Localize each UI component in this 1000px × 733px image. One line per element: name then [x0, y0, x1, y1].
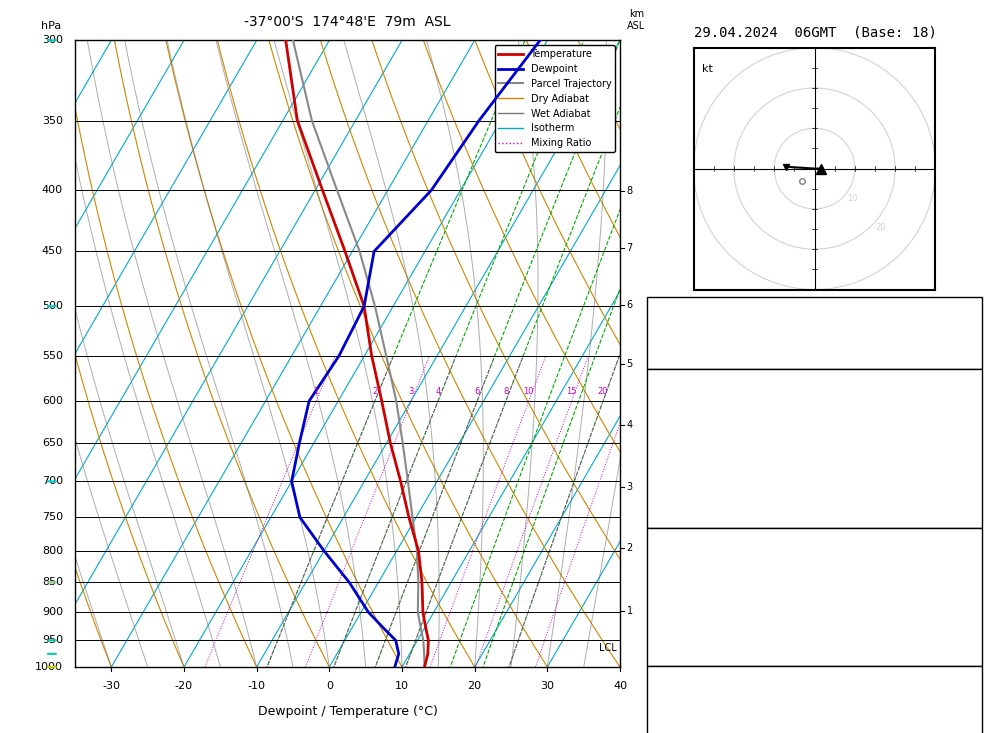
- Text: 20: 20: [876, 223, 886, 232]
- Text: -20: -20: [175, 681, 193, 690]
- Text: K: K: [652, 305, 659, 315]
- Text: 0: 0: [326, 681, 333, 690]
- Text: 750: 750: [42, 512, 63, 523]
- Text: 20: 20: [468, 681, 482, 690]
- Text: θε(K): θε(K): [652, 441, 686, 451]
- Text: 2: 2: [627, 543, 633, 553]
- Text: © weatheronline.co.uk: © weatheronline.co.uk: [744, 714, 886, 724]
- Text: Most Unstable: Most Unstable: [771, 534, 858, 545]
- Text: 850: 850: [42, 578, 63, 587]
- Text: 1.37: 1.37: [882, 349, 908, 359]
- Text: 12: 12: [882, 644, 895, 655]
- Text: θε (K): θε (K): [652, 578, 692, 589]
- Text: Dewpoint / Temperature (°C): Dewpoint / Temperature (°C): [258, 704, 437, 718]
- Text: 13.1: 13.1: [882, 397, 908, 407]
- Text: -37°00'S  174°48'E  79m  ASL: -37°00'S 174°48'E 79m ASL: [244, 15, 451, 29]
- Text: 3: 3: [409, 387, 414, 396]
- Text: 9: 9: [882, 419, 888, 429]
- Text: hPa: hPa: [41, 21, 61, 31]
- Text: 400: 400: [42, 185, 63, 195]
- Text: 10: 10: [523, 387, 534, 396]
- Text: Hodograph: Hodograph: [784, 672, 845, 682]
- Text: 700: 700: [42, 476, 63, 487]
- Text: 800: 800: [42, 546, 63, 556]
- Text: CAPE (J): CAPE (J): [652, 485, 706, 495]
- Text: 10: 10: [847, 194, 858, 203]
- Text: Temp (°C): Temp (°C): [652, 397, 713, 407]
- Text: kt: kt: [702, 64, 712, 74]
- Text: CIN (J): CIN (J): [652, 644, 699, 655]
- Text: -10: -10: [248, 681, 266, 690]
- Text: 650: 650: [42, 438, 63, 448]
- Text: -23: -23: [882, 694, 902, 704]
- Text: EH: EH: [652, 694, 666, 704]
- Text: CIN (J): CIN (J): [652, 507, 699, 517]
- Text: 29.04.2024  06GMT  (Base: 18): 29.04.2024 06GMT (Base: 18): [694, 26, 936, 40]
- Text: 305: 305: [882, 578, 902, 589]
- Text: 40: 40: [613, 681, 627, 690]
- Text: 975: 975: [882, 556, 902, 567]
- Text: 350: 350: [42, 116, 63, 125]
- Text: 1000: 1000: [35, 662, 63, 672]
- Text: Pressure (mb): Pressure (mb): [652, 556, 740, 567]
- Text: Surface: Surface: [791, 375, 838, 385]
- Text: CAPE (J): CAPE (J): [652, 622, 706, 633]
- Text: 950: 950: [42, 636, 63, 645]
- Text: 2: 2: [372, 387, 377, 396]
- Text: 4: 4: [627, 420, 633, 430]
- Text: 450: 450: [42, 246, 63, 257]
- Text: -18: -18: [882, 716, 902, 726]
- Text: 5: 5: [627, 359, 633, 369]
- Text: 3: 3: [627, 482, 633, 492]
- Text: 8: 8: [627, 186, 633, 196]
- Text: 6: 6: [882, 600, 888, 611]
- Legend: Temperature, Dewpoint, Parcel Trajectory, Dry Adiabat, Wet Adiabat, Isotherm, Mi: Temperature, Dewpoint, Parcel Trajectory…: [495, 45, 615, 152]
- Text: LCL: LCL: [599, 644, 616, 654]
- Text: 20: 20: [598, 387, 608, 396]
- Text: 30: 30: [540, 681, 554, 690]
- Text: Totals Totals: Totals Totals: [652, 327, 740, 337]
- Text: -30: -30: [102, 681, 120, 690]
- Text: 4: 4: [435, 387, 441, 396]
- Text: km
ASL: km ASL: [627, 10, 645, 31]
- Text: 7: 7: [627, 243, 633, 253]
- Text: 0: 0: [882, 485, 888, 495]
- Text: SREH: SREH: [652, 716, 679, 726]
- Text: 304: 304: [882, 441, 902, 451]
- Text: 600: 600: [42, 396, 63, 406]
- Text: Lifted Index: Lifted Index: [652, 600, 733, 611]
- Text: Lifted Index: Lifted Index: [652, 463, 733, 473]
- Text: 0: 0: [882, 507, 888, 517]
- Text: 900: 900: [42, 607, 63, 617]
- Text: 6: 6: [882, 305, 888, 315]
- Text: 10: 10: [395, 681, 409, 690]
- Text: 0: 0: [882, 622, 888, 633]
- Text: 300: 300: [42, 35, 63, 45]
- Text: 43: 43: [882, 327, 895, 337]
- Text: PW (cm): PW (cm): [652, 349, 699, 359]
- Text: 550: 550: [42, 351, 63, 361]
- Text: 15: 15: [566, 387, 577, 396]
- Text: Dewp (°C): Dewp (°C): [652, 419, 713, 429]
- Text: 1: 1: [627, 606, 633, 616]
- Text: 6: 6: [882, 463, 888, 473]
- Text: 1: 1: [313, 387, 319, 396]
- Text: 8: 8: [503, 387, 509, 396]
- Text: 6: 6: [627, 301, 633, 310]
- Text: 500: 500: [42, 301, 63, 312]
- Text: 6: 6: [474, 387, 480, 396]
